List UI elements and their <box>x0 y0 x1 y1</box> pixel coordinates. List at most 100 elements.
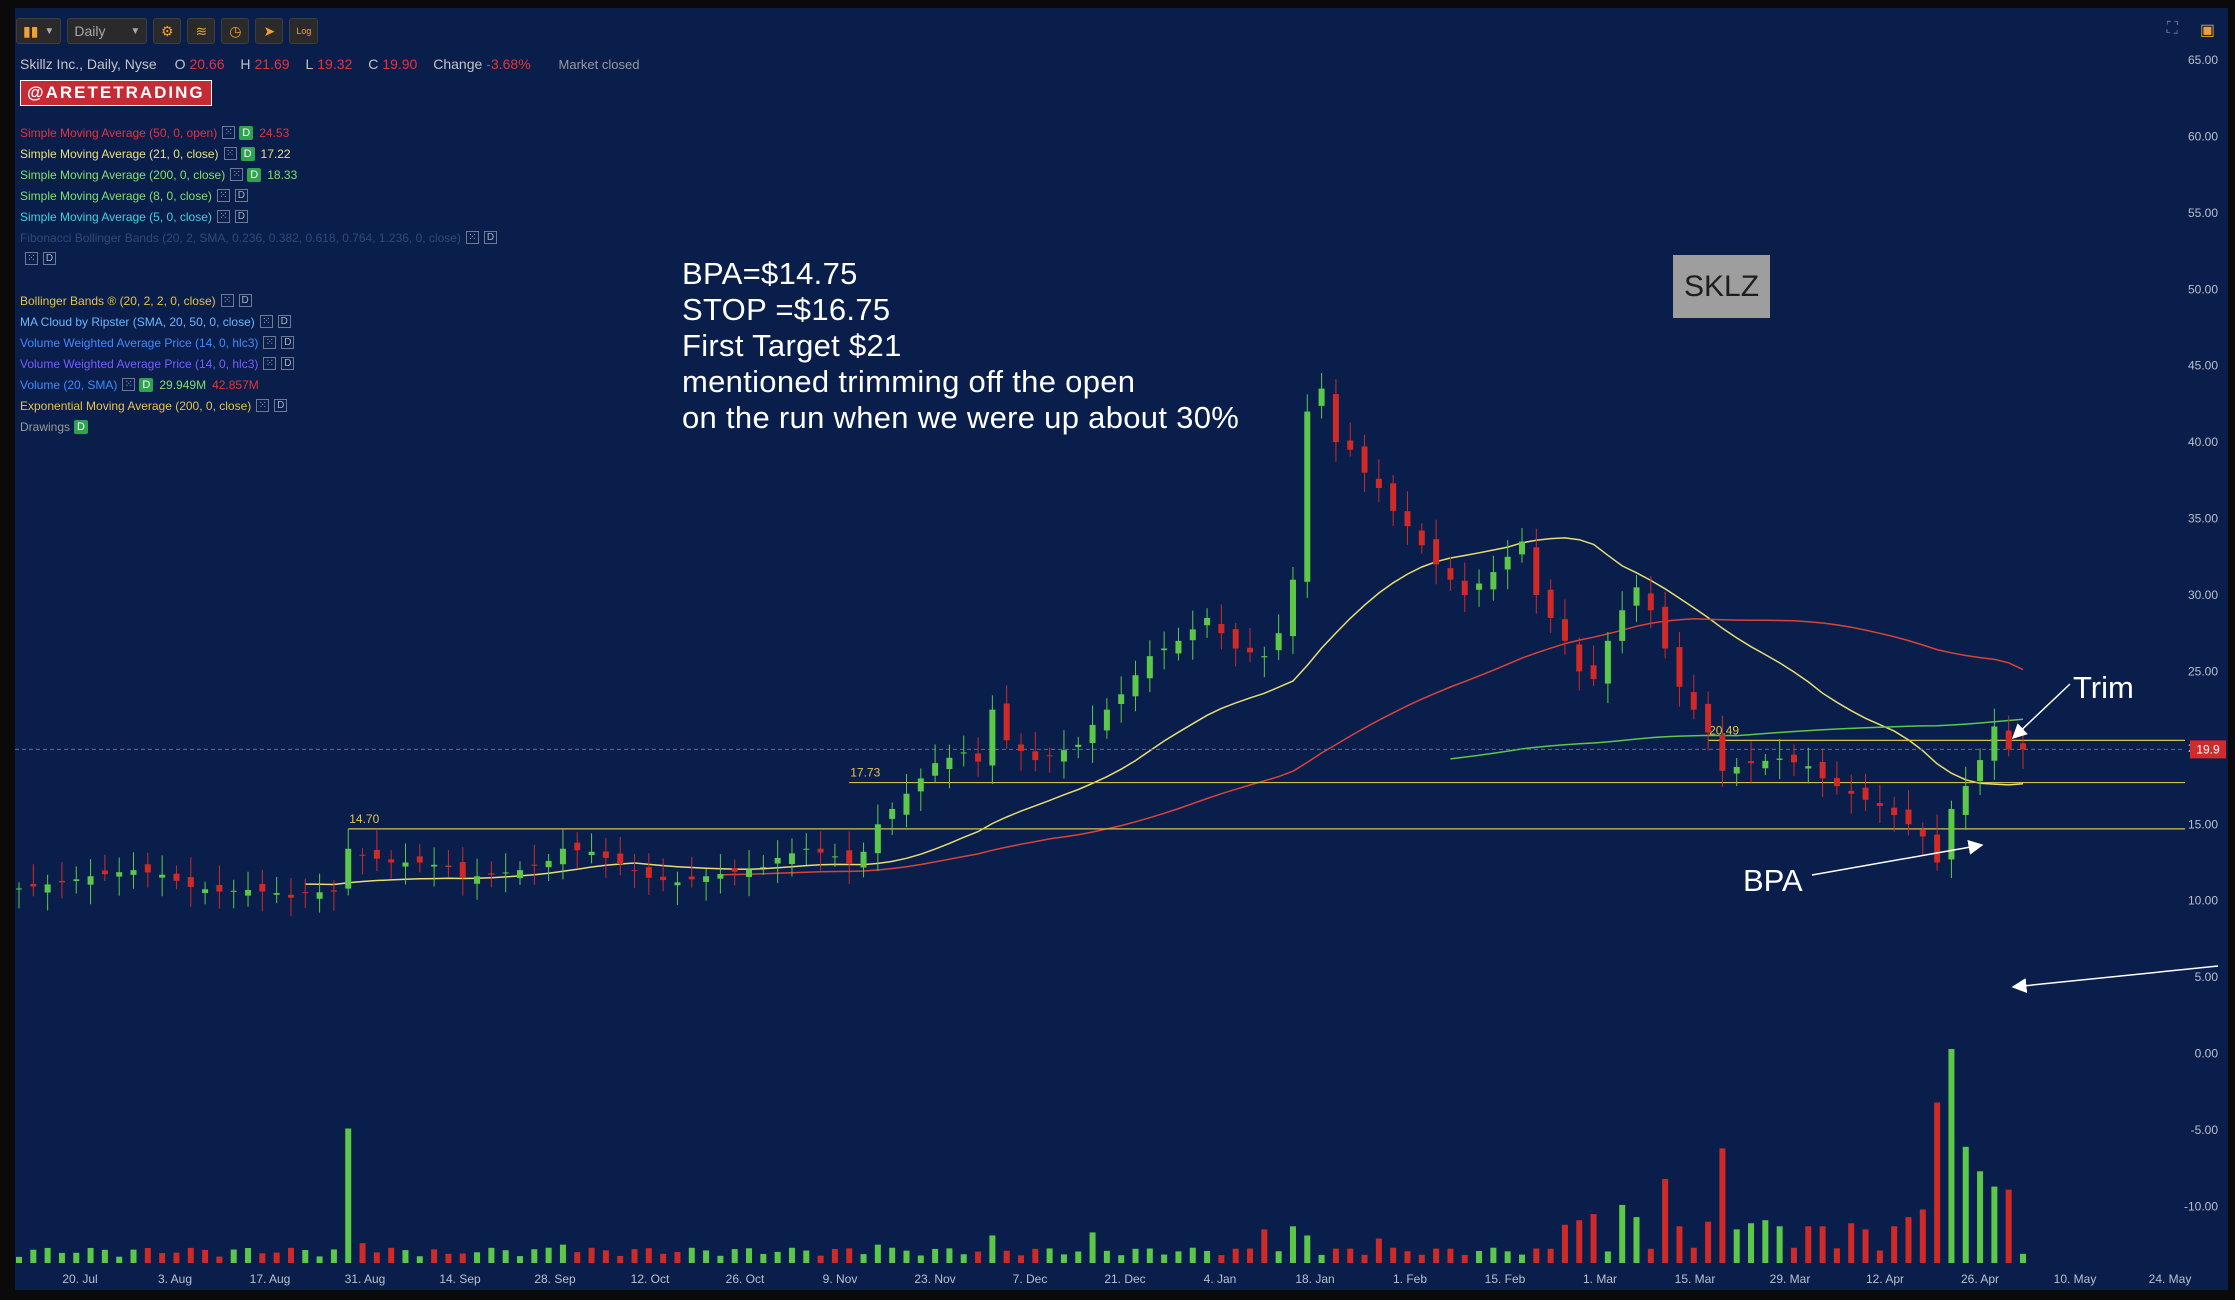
study-menu-icon[interactable]: ⁙ <box>259 315 273 328</box>
candle-body <box>960 752 967 754</box>
study-row[interactable]: Exponential Moving Average (200, 0, clos… <box>20 395 497 416</box>
study-row[interactable]: Drawings D <box>20 416 497 437</box>
study-menu-icon[interactable]: ⁙ <box>223 147 237 160</box>
expand-icon[interactable]: ⛶ <box>2166 20 2178 37</box>
study-menu-icon[interactable]: ⁙ <box>216 210 230 223</box>
candle-body <box>259 883 266 892</box>
candle-body <box>1748 761 1755 764</box>
aggregation-select[interactable]: Daily ▼ <box>67 18 148 44</box>
volume-bar <box>588 1247 595 1263</box>
study-menu-icon[interactable]: ⁙ <box>216 189 230 202</box>
study-menu-icon[interactable]: ⁙ <box>220 294 234 307</box>
study-display-toggle[interactable]: D <box>239 125 254 140</box>
x-tick-label: 26. Oct <box>726 1272 765 1286</box>
volume-bar <box>1647 1248 1654 1263</box>
study-label: Simple Moving Average (21, 0, close) <box>20 146 219 161</box>
volume-bar <box>1304 1235 1311 1263</box>
clock-button[interactable]: ◷ <box>221 18 250 44</box>
study-display-toggle[interactable]: D <box>238 294 252 307</box>
chart-style-button[interactable]: ▮▮ ▼ <box>16 18 62 44</box>
drawing-button[interactable]: ➤ <box>255 18 284 44</box>
candle-body <box>774 857 781 864</box>
study-row[interactable]: Volume Weighted Average Price (14, 0, hl… <box>20 353 497 374</box>
candle-body <box>1189 629 1196 641</box>
settings-button[interactable]: ⚙ <box>153 18 182 44</box>
x-tick-label: 7. Dec <box>1013 1272 1048 1286</box>
x-tick-label: 1. Mar <box>1583 1272 1617 1286</box>
study-display-toggle[interactable]: D <box>234 210 248 223</box>
study-menu-icon[interactable]: ⁙ <box>222 126 236 139</box>
study-row[interactable]: MA Cloud by Ripster (SMA, 20, 50, 0, clo… <box>20 311 497 332</box>
volume-bar <box>1805 1226 1812 1263</box>
study-menu-icon[interactable]: ⁙ <box>122 378 136 391</box>
study-display-toggle[interactable]: D <box>281 336 295 349</box>
volume-bar <box>903 1250 910 1263</box>
study-display-toggle[interactable]: D <box>234 189 248 202</box>
study-menu-icon[interactable]: ⁙ <box>230 168 244 181</box>
trim-label: Trim <box>2073 670 2134 705</box>
study-display-toggle[interactable]: D <box>274 399 288 412</box>
volume-bar <box>1103 1250 1110 1263</box>
candle-body <box>1991 726 1998 761</box>
low-value: 19.32 <box>317 56 353 72</box>
candle-body <box>817 848 824 853</box>
volume-bar <box>917 1255 924 1263</box>
bpa-arrow <box>1811 839 1984 876</box>
study-row[interactable]: Simple Moving Average (50, 0, open) ⁙ D 24.… <box>20 122 497 143</box>
study-menu-icon[interactable]: ⁙ <box>263 336 277 349</box>
log-scale-button[interactable]: Log <box>289 18 319 44</box>
candle-body <box>58 880 65 883</box>
candle-body <box>130 870 137 875</box>
camera-icon[interactable]: ▣ <box>2199 22 2215 39</box>
study-display-toggle[interactable]: D <box>483 231 497 244</box>
volume-bar <box>130 1249 137 1263</box>
candle-body <box>1018 744 1024 751</box>
study-row[interactable]: ⁙ D <box>20 248 497 269</box>
study-row[interactable]: Simple Moving Average (200, 0, close) ⁙ D 1… <box>20 164 497 185</box>
study-display-toggle[interactable]: D <box>281 357 295 370</box>
study-menu-icon[interactable]: ⁙ <box>465 231 479 244</box>
volume-bar <box>73 1252 80 1263</box>
x-tick-label: 12. Apr <box>1866 1272 1904 1286</box>
volume-bar <box>1490 1247 1497 1263</box>
volume-bar <box>760 1253 767 1263</box>
candle-body <box>1032 751 1039 761</box>
volume-bar <box>359 1243 366 1263</box>
study-display-toggle[interactable]: D <box>74 419 89 434</box>
study-display-toggle[interactable]: D <box>247 167 262 182</box>
study-row[interactable]: Volume Weighted Average Price (14, 0, hl… <box>20 332 497 353</box>
candle-body <box>1347 440 1354 450</box>
volume-bar <box>1218 1255 1225 1263</box>
studies-button[interactable]: ≋ <box>187 18 216 44</box>
study-display-toggle[interactable]: D <box>277 315 291 328</box>
study-row[interactable]: Bollinger Bands ® (20, 2, 2, 0, close) ⁙ D <box>20 290 497 311</box>
high-label: H <box>240 56 251 72</box>
study-row[interactable]: Fibonacci Bollinger Bands (20, 2, SMA, 0… <box>20 227 497 248</box>
candle-body <box>1604 640 1611 684</box>
volume-bar <box>674 1252 681 1263</box>
study-menu-icon[interactable]: ⁙ <box>25 252 38 265</box>
volume-bar <box>1790 1247 1797 1263</box>
volume-bar <box>1705 1221 1712 1263</box>
volume-bar <box>345 1128 352 1263</box>
study-display-toggle[interactable]: D <box>240 146 255 161</box>
study-menu-icon[interactable]: ⁙ <box>263 357 277 370</box>
volume-bar <box>846 1248 853 1263</box>
volume-bar <box>1046 1248 1053 1263</box>
candle-body <box>173 873 180 881</box>
trim-arrow <box>2011 683 2071 740</box>
study-display-toggle[interactable]: D <box>43 252 56 265</box>
study-row[interactable]: Simple Moving Average (8, 0, close) ⁙ D <box>20 185 497 206</box>
y-tick-label: 65.00 <box>2188 53 2218 67</box>
volume-bar <box>975 1251 982 1263</box>
candle-body <box>1003 703 1010 741</box>
study-row[interactable]: Simple Moving Average (21, 0, close) ⁙ D 17… <box>20 143 497 164</box>
y-tick-label: 0.00 <box>2195 1047 2219 1061</box>
study-menu-icon[interactable]: ⁙ <box>256 399 270 412</box>
study-row[interactable]: Simple Moving Average (5, 0, close) ⁙ D <box>20 206 497 227</box>
study-display-toggle[interactable]: D <box>139 377 154 392</box>
study-row[interactable]: Volume (20, SMA) ⁙ D 29.949M 42.857M <box>20 374 497 395</box>
candle-body <box>602 851 609 858</box>
candle-body <box>1433 539 1440 565</box>
